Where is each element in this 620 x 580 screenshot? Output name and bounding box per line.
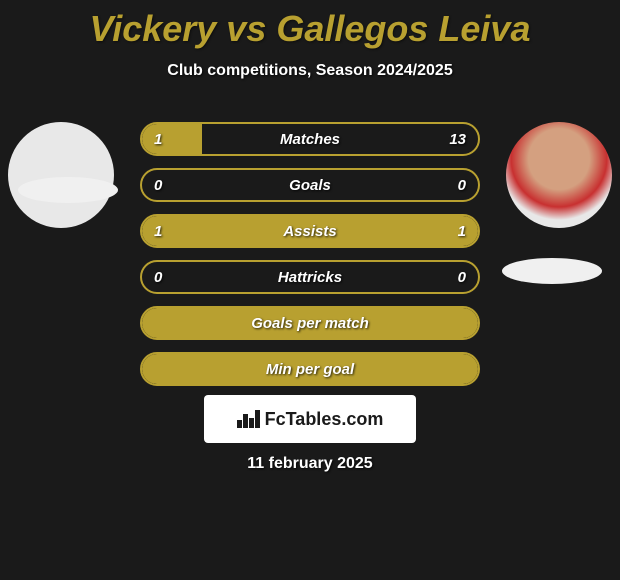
page-subtitle: Club competitions, Season 2024/2025 bbox=[0, 62, 620, 80]
stat-value-right: 1 bbox=[458, 223, 466, 240]
stat-label: Min per goal bbox=[142, 361, 478, 378]
page-title: Vickery vs Gallegos Leiva bbox=[0, 0, 620, 50]
player-right-avatar bbox=[506, 122, 612, 228]
stat-label: Matches bbox=[142, 131, 478, 148]
player-left-flag bbox=[18, 177, 118, 203]
player-right-flag bbox=[502, 258, 602, 284]
stat-label: Assists bbox=[142, 223, 478, 240]
stat-label: Hattricks bbox=[142, 269, 478, 286]
stat-label: Goals bbox=[142, 177, 478, 194]
stats-container: 1 Matches 13 0 Goals 0 1 Assists 1 0 Hat… bbox=[140, 122, 480, 398]
stat-value-right: 13 bbox=[449, 131, 466, 148]
fctables-badge[interactable]: FcTables.com bbox=[204, 395, 416, 443]
bar-chart-icon bbox=[237, 410, 259, 428]
stat-row-hattricks: 0 Hattricks 0 bbox=[140, 260, 480, 294]
stat-row-goals: 0 Goals 0 bbox=[140, 168, 480, 202]
stat-row-min-per-goal: Min per goal bbox=[140, 352, 480, 386]
stat-label: Goals per match bbox=[142, 315, 478, 332]
stat-value-right: 0 bbox=[458, 269, 466, 286]
stat-row-goals-per-match: Goals per match bbox=[140, 306, 480, 340]
date-text: 11 february 2025 bbox=[0, 455, 620, 473]
stat-row-assists: 1 Assists 1 bbox=[140, 214, 480, 248]
fctables-label: FcTables.com bbox=[265, 409, 384, 430]
player-left-avatar bbox=[8, 122, 114, 228]
stat-row-matches: 1 Matches 13 bbox=[140, 122, 480, 156]
stat-value-right: 0 bbox=[458, 177, 466, 194]
